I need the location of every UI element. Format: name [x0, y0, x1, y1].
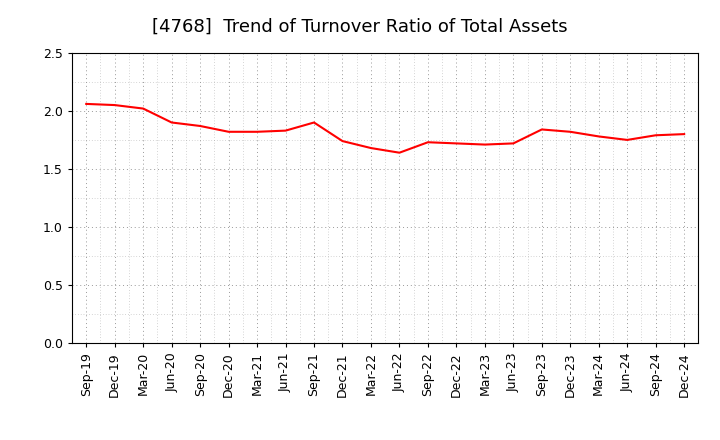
Text: [4768]  Trend of Turnover Ratio of Total Assets: [4768] Trend of Turnover Ratio of Total …	[152, 18, 568, 36]
